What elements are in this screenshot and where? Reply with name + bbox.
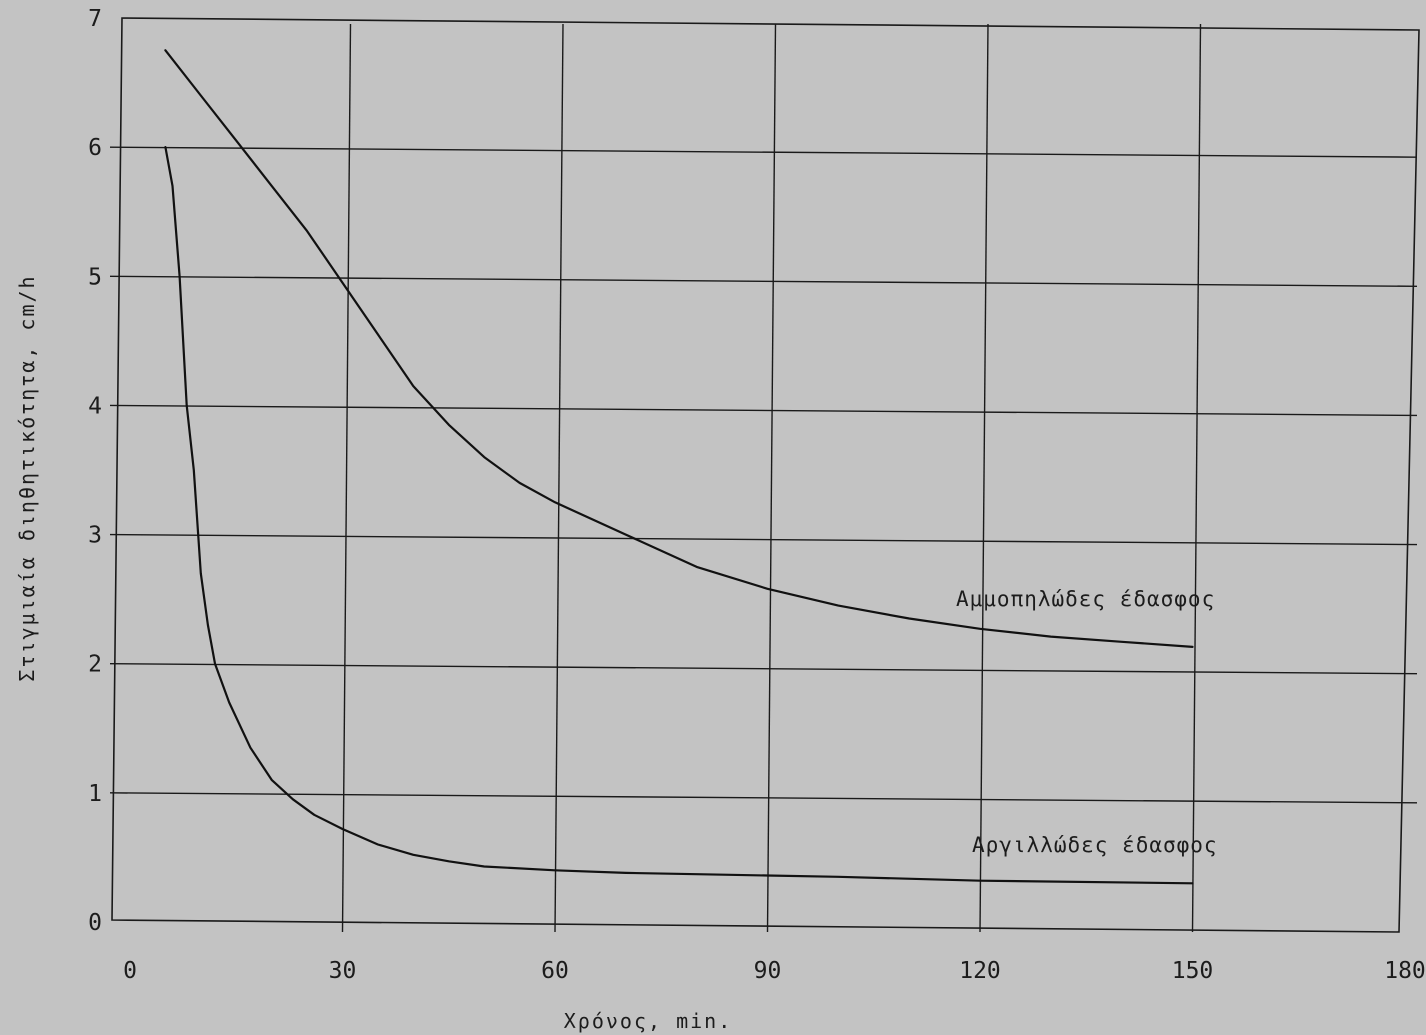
data-series: Αμμοπηλώδες έδασφος Αργιλλώδες έδασφος <box>164 49 1218 885</box>
series-line-1 <box>164 49 1194 648</box>
grid-line-v-3 <box>766 23 777 933</box>
y-tick-label: 6 <box>88 135 102 161</box>
grid-line-h-1 <box>109 792 1418 804</box>
grid-line-v-2 <box>554 23 564 933</box>
x-tick-label: 0 <box>123 958 137 984</box>
x-tick-label: 150 <box>1172 958 1214 984</box>
y-tick-label: 5 <box>88 264 102 290</box>
x-tick-label: 30 <box>329 958 357 984</box>
x-tick-label: 180 <box>1384 958 1426 984</box>
x-tick-label: 120 <box>959 958 1001 984</box>
series-line-2 <box>164 146 1194 885</box>
tick-labels: 0 1 2 3 4 5 6 7 0 30 60 90 120 150 180 <box>88 6 1426 984</box>
plot-frame <box>111 17 1420 933</box>
grid-line-h-3 <box>109 533 1418 546</box>
x-tick-label: 60 <box>541 958 569 984</box>
y-tick-label: 0 <box>88 910 102 936</box>
grid-line-h-2 <box>109 663 1418 675</box>
x-axis-title: Χρόνος, min. <box>564 1009 733 1033</box>
y-tick-label: 4 <box>88 393 102 419</box>
y-tick-label: 2 <box>88 652 102 678</box>
y-tick-label: 7 <box>88 6 102 32</box>
grid-line-h-5 <box>109 275 1418 287</box>
grid-line-v-4 <box>979 23 989 933</box>
y-tick-label: 3 <box>88 523 102 549</box>
grid-line-h-4 <box>109 404 1418 417</box>
chart-frame <box>111 17 1420 933</box>
x-tick-label: 90 <box>754 958 782 984</box>
y-axis-title: Στιγμιαία διηθητικότητα, cm/h <box>15 274 39 681</box>
series-label-2: Αργιλλώδες έδασφος <box>972 833 1218 857</box>
grid-line-v-1 <box>341 23 352 933</box>
chart-grid <box>109 23 1418 933</box>
y-tick-label: 1 <box>88 781 102 807</box>
series-label-1: Αμμοπηλώδες έδασφος <box>956 587 1215 611</box>
grid-line-v-5 <box>1191 23 1202 933</box>
grid-line-h-6 <box>109 146 1418 158</box>
